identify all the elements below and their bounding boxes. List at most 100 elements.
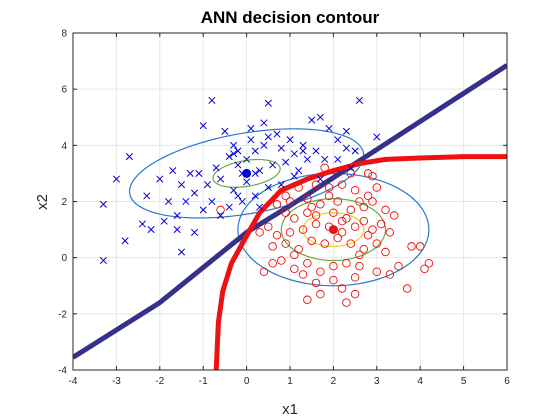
class-1-point: [99, 200, 107, 208]
class-1-point: [173, 226, 181, 234]
class-2-point: [216, 205, 225, 215]
class-2-point: [264, 222, 273, 232]
class-1-point: [355, 96, 363, 104]
class-2-point: [285, 197, 295, 206]
class-1-point: [347, 164, 355, 172]
class-2-point: [368, 197, 377, 206]
ann-decision-boundary-line: [73, 63, 507, 360]
class-1-point: [264, 183, 272, 192]
x-tick-label: 1: [287, 376, 293, 387]
class-2-point: [394, 261, 403, 271]
class-1-point: [299, 141, 307, 149]
class-2-point: [355, 197, 364, 206]
class-2-point: [303, 208, 312, 217]
class-1-point: [125, 153, 133, 161]
class-2-point: [368, 225, 377, 234]
class-1-point: [112, 175, 120, 183]
class-1-point: [286, 136, 294, 144]
class-2-point: [311, 219, 321, 229]
class-2-point: [303, 194, 312, 203]
class-1-point: [203, 181, 212, 189]
class-2-point: [359, 202, 369, 212]
class-1-point: [277, 181, 285, 189]
class-1-point: [256, 167, 264, 175]
class-1-point: [334, 136, 342, 144]
class-2-point: [311, 211, 321, 220]
class-1-point: [230, 141, 238, 149]
class-2-point: [290, 264, 299, 274]
class-2-point: [372, 267, 382, 276]
class-2-point: [337, 216, 347, 226]
class-2-point: [307, 236, 316, 246]
class-1-point: [138, 220, 146, 228]
class-1-point: [303, 155, 311, 163]
class-1-point: [243, 178, 251, 186]
class-1-point: [290, 150, 298, 158]
class-1-point: [99, 256, 107, 265]
class-2-point: [272, 200, 282, 209]
y-tick-label: 6: [61, 85, 67, 96]
class-2-point: [337, 284, 347, 293]
class-1-outer-contour-ellipse: [128, 128, 365, 219]
class-2-point: [355, 261, 364, 271]
y-tick-label: 2: [61, 197, 67, 208]
x-axis-label: x1: [282, 401, 298, 418]
class-1-point: [342, 127, 350, 135]
x-tick-label: 0: [244, 376, 250, 387]
class-2-point: [350, 273, 360, 282]
class-2-point: [290, 214, 299, 223]
y-tick-label: 4: [61, 141, 67, 152]
class-1-point: [177, 181, 186, 189]
class-1-point: [169, 167, 177, 175]
class-2-point: [363, 191, 373, 201]
class-2-point: [298, 225, 308, 234]
class-2-point: [389, 211, 399, 220]
class-2-point: [342, 214, 351, 223]
class-1-point: [316, 175, 324, 183]
class-2-point: [363, 169, 373, 178]
class-1-point: [251, 192, 259, 200]
class-2-point: [268, 242, 277, 251]
class-1-point: [230, 150, 238, 158]
class-1-point: [251, 147, 259, 155]
class-1-point: [247, 124, 255, 133]
class-1-point: [208, 96, 216, 104]
class-2-point: [346, 205, 356, 215]
class-2-point: [285, 228, 295, 237]
class-1-point: [143, 192, 151, 200]
x-tick-label: -4: [69, 376, 78, 387]
class-1-point: [316, 113, 324, 121]
x-tick-label: -3: [112, 376, 121, 387]
class-1-point: [295, 167, 303, 175]
axis-ticks: -4 -3 -2 -1 0 1 2 3 4 5 6 -4 -2 0 2 4 6 8: [58, 29, 510, 388]
class-2-point: [337, 228, 347, 237]
data-points: [99, 96, 434, 307]
x-tick-label: 4: [417, 376, 423, 387]
class-1-point: [321, 155, 329, 163]
class-1-point: [234, 147, 242, 155]
class-1-point: [260, 141, 268, 149]
class-1-point: [264, 133, 272, 141]
bayes-decision-boundary-line: [213, 154, 507, 370]
class-2-point: [402, 284, 412, 293]
class-1-point: [147, 226, 155, 234]
x-tick-label: 5: [461, 376, 467, 387]
class-1-point: [173, 211, 181, 220]
class-1-point: [325, 124, 333, 133]
class-1-point: [342, 144, 350, 152]
class-2-point: [342, 259, 351, 268]
class-1-point: [225, 153, 233, 161]
class-1-point: [256, 203, 264, 211]
y-tick-label: -2: [58, 309, 67, 320]
contour-ellipses: [128, 128, 430, 287]
x-tick-label: 3: [374, 376, 380, 387]
class-2-point: [324, 191, 334, 201]
class-2-point: [307, 202, 316, 212]
class-1-point: [190, 228, 199, 236]
class-2-point: [329, 261, 338, 271]
class-2-point: [363, 230, 373, 240]
class-2-point: [294, 244, 303, 254]
class-1-point: [160, 217, 168, 225]
